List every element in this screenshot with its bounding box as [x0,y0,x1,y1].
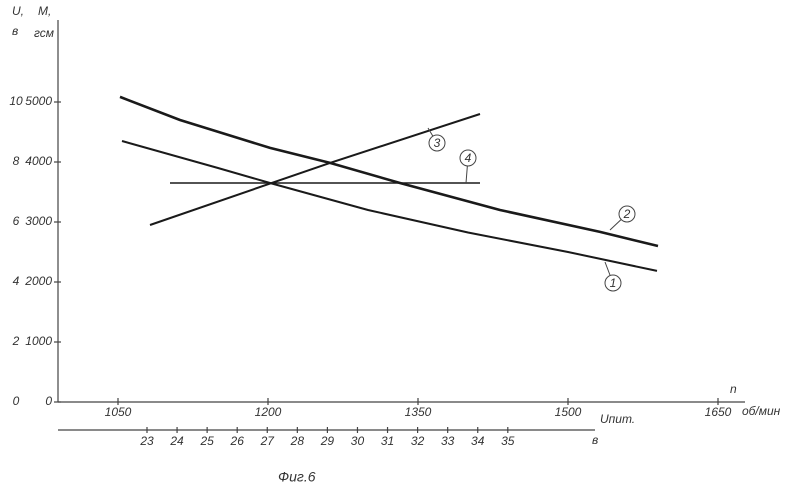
x-tick-label: 1500 [555,405,582,419]
x-tick-label: 1650 [705,405,732,419]
x-tick-label: 1350 [405,405,432,419]
x-tick-label: 1200 [255,405,282,419]
y-tick-label: 0 [13,394,20,408]
series-label: 4 [465,151,472,165]
x2-unit: в [592,433,598,447]
x-label: n [730,382,737,396]
x2-tick-label: 31 [381,434,394,448]
x2-tick-label: 30 [351,434,365,448]
x-unit: об/мин [742,404,781,418]
x2-tick-label: 25 [199,434,214,448]
series-label: 2 [623,207,631,221]
y-tick-label: 10 [9,94,23,108]
x2-label: Uпит. [600,412,635,426]
series-line [150,114,480,225]
x2-tick-label: 32 [411,434,425,448]
y2-label: M, [38,4,51,18]
series-label: 1 [610,276,617,290]
x2-tick-label: 35 [501,434,515,448]
x2-tick-label: 34 [471,434,485,448]
chart: U, в M, гсм n об/мин Uпит. в Фиг.6 02468… [0,0,800,495]
y-tick-label: 2 [12,334,20,348]
y2-tick-label: 4000 [25,154,52,168]
x2-tick-label: 26 [230,434,245,448]
x2-tick-label: 23 [139,434,154,448]
x2-tick-label: 29 [320,434,335,448]
y-tick-label: 8 [13,154,20,168]
y2-tick-label: 0 [45,394,52,408]
y-unit: в [12,24,18,38]
x2-tick-label: 24 [169,434,184,448]
series-label: 3 [434,136,441,150]
x2-tick-label: 27 [260,434,276,448]
y-label: U, [12,4,24,18]
y2-unit: гсм [34,26,54,40]
series-line [120,97,658,246]
caption: Фиг.6 [278,469,316,485]
y-tick-label: 6 [13,214,20,228]
y-tick-label: 4 [13,274,20,288]
y2-tick-label: 3000 [25,214,52,228]
x2-tick-label: 33 [441,434,455,448]
y2-tick-label: 1000 [25,334,52,348]
x-tick-label: 1050 [105,405,132,419]
y2-tick-label: 2000 [24,274,52,288]
x2-tick-label: 28 [290,434,305,448]
y2-tick-label: 5000 [25,94,52,108]
